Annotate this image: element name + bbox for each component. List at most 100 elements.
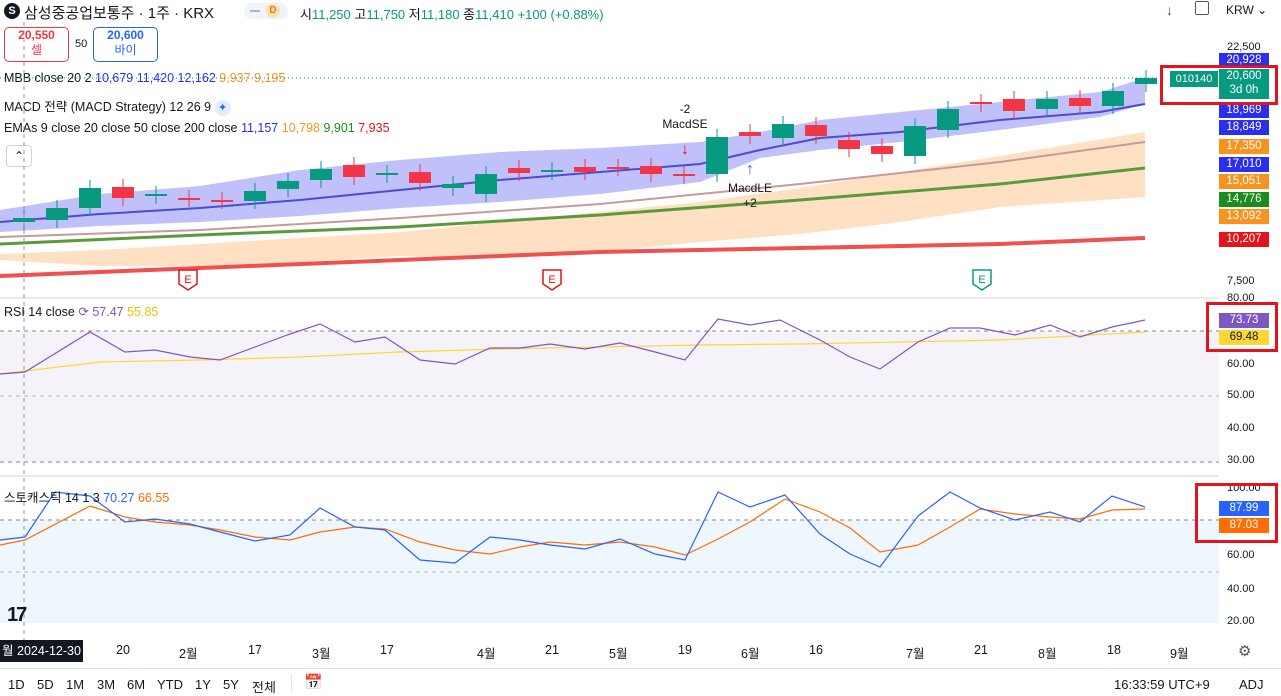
price-tag-bb-upper: 20,928 (1219, 53, 1269, 68)
symbol-title[interactable]: 삼성중공업보통주 · 1주 · KRX (24, 5, 215, 22)
candle-body (178, 198, 200, 200)
rsi-ma-value-tag: 69.48 (1219, 330, 1269, 345)
candle-body (871, 146, 893, 154)
sell-button[interactable]: 20,550 셀 (4, 27, 69, 62)
download-arrow-icon[interactable]: ↓ (1166, 2, 1173, 18)
candle-body (640, 166, 662, 174)
macd-legend[interactable]: MACD 전략 (MACD Strategy) 12 26 9 ✦ (4, 96, 231, 116)
range-1d[interactable]: 1D (8, 677, 25, 692)
range-5y[interactable]: 5Y (223, 677, 239, 692)
time-label: 7월 (906, 647, 925, 661)
last-price-tag: 20,600 3d 0h (1219, 69, 1269, 99)
emas-legend[interactable]: EMAs 9 close 20 close 50 close 200 close… (4, 121, 390, 135)
candle-body (1003, 99, 1025, 111)
time-label: 19 (678, 643, 692, 657)
axis-tick: 80.00 (1227, 292, 1255, 304)
snapshot-icon[interactable] (1195, 1, 1209, 15)
chart-canvas[interactable]: -2 MacdSE ↓ ↑ MacdLE +2 E E E (0, 22, 1219, 642)
axis-tick: 40.00 (1227, 583, 1255, 595)
clock-timezone[interactable]: 16:33:59 UTC+9 (1114, 677, 1210, 692)
stoch-k-line (0, 491, 1146, 568)
adjust-toggle[interactable]: ADJ (1239, 677, 1264, 692)
price-tag: 18,849 (1219, 120, 1269, 135)
axis-tick: 40.00 (1227, 422, 1255, 434)
currency-selector[interactable]: KRW ⌄ (1226, 3, 1268, 17)
price-pane: -2 MacdSE ↓ ↑ MacdLE +2 E E E (0, 70, 1219, 299)
tradingview-logo[interactable]: 17 (7, 604, 27, 626)
range-ytd[interactable]: YTD (157, 677, 183, 692)
crosshair-date-label: 월 2024-12-30 (0, 640, 83, 662)
short-signal-label: MacdSE (662, 117, 707, 131)
price-tag: 10,207 (1219, 232, 1269, 247)
refresh-icon[interactable]: ⟳ (78, 305, 89, 319)
earnings-marker-2[interactable]: E (542, 269, 562, 291)
delayed-data-badge: D (266, 4, 280, 18)
candle-body (706, 137, 728, 174)
long-arrow-up-icon: ↑ (746, 161, 754, 178)
candle-body (244, 191, 266, 201)
time-label: 2월 (179, 647, 198, 661)
time-label: 17 (248, 643, 262, 657)
candle-body (739, 132, 761, 136)
calendar-goto-icon[interactable]: 📅 (304, 674, 323, 691)
range-5d[interactable]: 5D (37, 677, 54, 692)
candle-body (343, 165, 365, 177)
time-label: 4월 (477, 647, 496, 661)
range-6m[interactable]: 6M (127, 677, 146, 692)
buy-button[interactable]: 20,600 바이 (93, 27, 158, 62)
time-label: 21 (545, 643, 559, 657)
bollinger-band-fill (0, 78, 1145, 232)
price-tag: 14,776 (1219, 192, 1269, 207)
candle-body (805, 125, 827, 136)
collapse-legend-chevron-up-icon[interactable]: ⌃ (6, 145, 32, 167)
earnings-marker-3[interactable]: E (972, 269, 992, 291)
market-status-pill[interactable]: D (244, 3, 288, 19)
candle-body (1102, 91, 1124, 106)
candle-body (409, 172, 431, 183)
candle-body (904, 126, 926, 156)
rsi-ma-line (0, 331, 1146, 375)
candle-body (541, 170, 563, 172)
time-label: 6월 (741, 647, 760, 661)
candle-body (508, 168, 530, 173)
ohlc-values: 시11,250 고11,750 저11,180 종11,410 +100 (+0… (300, 7, 604, 22)
candle-body (1069, 98, 1091, 106)
range-3m[interactable]: 3M (97, 677, 116, 692)
long-signal-qty: +2 (743, 196, 757, 210)
candle-body (673, 174, 695, 176)
price-tag: 15,051 (1219, 174, 1269, 189)
toolbar-divider (0, 668, 1281, 669)
candle-body (277, 181, 299, 189)
candles-group (13, 70, 1157, 230)
candle-body (574, 167, 596, 172)
candle-body (211, 200, 233, 202)
axis-tick: 60.00 (1227, 358, 1255, 370)
mbb-legend[interactable]: MBB close 20 2 10,679 11,420 12,162 9,93… (4, 71, 286, 85)
svg-text:E: E (978, 274, 985, 286)
candle-body (607, 167, 629, 169)
time-label: 8월 (1038, 647, 1057, 661)
gear-icon[interactable]: ⚙ (1238, 643, 1252, 660)
rsi-value-tag: 73.73 (1219, 313, 1269, 328)
rsi-legend[interactable]: RSI 14 close ⟳ 57.47 55.85 (4, 305, 159, 319)
svg-text:E: E (548, 274, 555, 286)
range-1m[interactable]: 1M (66, 677, 85, 692)
earnings-marker-1[interactable]: E (178, 269, 198, 291)
price-tag: 13,092 (1219, 209, 1269, 224)
toolbar-separator (291, 674, 292, 692)
range-1y[interactable]: 1Y (195, 677, 211, 692)
axis-tick: 50.00 (1227, 389, 1255, 401)
range-all[interactable]: 전체 (252, 680, 276, 695)
ema-band-fill (0, 132, 1145, 266)
settings-spark-icon[interactable]: ✦ (214, 100, 231, 116)
candle-body (442, 184, 464, 188)
short-signal-qty: -2 (680, 102, 691, 116)
stoch-k-tag: 87.99 (1219, 501, 1269, 516)
long-signal-label: MacdLE (728, 181, 772, 195)
price-tag: 17,350 (1219, 139, 1269, 154)
time-label: 3월 (312, 647, 331, 661)
time-label: 5월 (609, 647, 628, 661)
symbol-code-tag: 010140 (1170, 71, 1218, 87)
stoch-legend[interactable]: 스토캐스틱 14 1 3 70.27 66.55 (4, 491, 170, 505)
candle-body (475, 174, 497, 194)
